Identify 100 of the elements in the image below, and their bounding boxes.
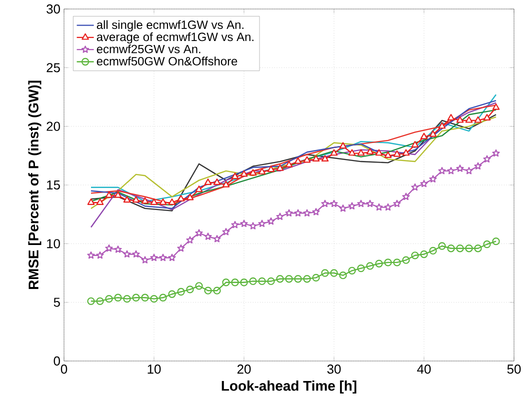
point (249, 222, 257, 230)
point (375, 203, 383, 211)
point (231, 278, 239, 286)
point (276, 212, 284, 220)
y-tick-label: 20 (46, 122, 60, 131)
point (105, 294, 113, 303)
point (123, 196, 131, 203)
point (96, 251, 104, 259)
point (303, 209, 311, 216)
point (465, 244, 473, 252)
point (267, 166, 275, 172)
point (258, 220, 266, 228)
point (303, 156, 311, 163)
point (411, 140, 419, 148)
point (456, 164, 464, 172)
point (204, 286, 212, 294)
point (294, 157, 302, 164)
point (474, 162, 482, 170)
point (123, 250, 131, 258)
point (348, 202, 356, 210)
point (339, 204, 347, 212)
point (357, 149, 365, 156)
point (429, 130, 437, 137)
point (312, 274, 320, 282)
point (195, 282, 203, 290)
y-axis-title: RMSE [Percent of P (inst) (GW)] (28, 80, 42, 290)
point (285, 275, 293, 283)
point (213, 235, 221, 242)
point (294, 275, 302, 283)
point (447, 114, 455, 120)
point (402, 192, 410, 200)
point (339, 272, 347, 280)
point (231, 220, 239, 228)
point (330, 200, 338, 208)
point (366, 262, 374, 270)
point (330, 149, 338, 156)
x-tick-label: 30 (327, 364, 341, 374)
point (240, 220, 248, 228)
point (186, 194, 194, 200)
point (222, 228, 230, 236)
point (357, 264, 365, 272)
y-tick-label: 5 (54, 298, 60, 307)
point (87, 251, 95, 259)
point (141, 197, 149, 204)
point (465, 166, 473, 174)
point (312, 155, 320, 162)
point (492, 149, 500, 157)
point (483, 240, 491, 248)
point (483, 114, 491, 120)
point (114, 294, 122, 302)
point (384, 203, 392, 211)
point (249, 277, 257, 286)
point (168, 290, 176, 298)
legend-label: all single ecmwf1GW vs An. (96, 20, 244, 32)
point (438, 242, 446, 250)
point (114, 246, 122, 253)
point (96, 297, 104, 305)
point (321, 269, 329, 277)
point (438, 122, 446, 129)
point (393, 200, 401, 208)
point (132, 294, 140, 302)
point (132, 250, 140, 258)
point (357, 200, 365, 208)
point (132, 196, 140, 203)
point (285, 209, 293, 216)
point (105, 191, 113, 198)
point (402, 149, 410, 156)
point (321, 200, 329, 208)
point (384, 152, 392, 158)
point (150, 254, 158, 262)
point (159, 198, 167, 205)
point (87, 297, 95, 305)
point (195, 186, 203, 192)
point (96, 198, 104, 205)
y-tick-label: 0 (54, 356, 60, 366)
y-tick-label: 30 (46, 4, 60, 14)
point (258, 277, 266, 286)
x-tick-label: 10 (148, 364, 161, 374)
point (204, 232, 212, 240)
point (402, 256, 410, 264)
point (366, 200, 374, 208)
legend-label: average of ecmwf1GW vs An. (96, 32, 254, 44)
x-tick-label: 0 (60, 364, 68, 374)
point (411, 252, 419, 260)
point (312, 208, 320, 216)
point (330, 269, 338, 277)
point (438, 166, 446, 174)
point (456, 116, 464, 123)
point (375, 149, 383, 156)
point (267, 277, 275, 286)
x-tick-label: 50 (507, 364, 521, 374)
point (150, 294, 158, 303)
point (411, 183, 419, 191)
point (492, 103, 500, 110)
point (465, 116, 473, 123)
point (420, 180, 428, 188)
point (213, 286, 221, 294)
point (177, 244, 185, 252)
point (177, 194, 185, 202)
point (384, 258, 392, 266)
